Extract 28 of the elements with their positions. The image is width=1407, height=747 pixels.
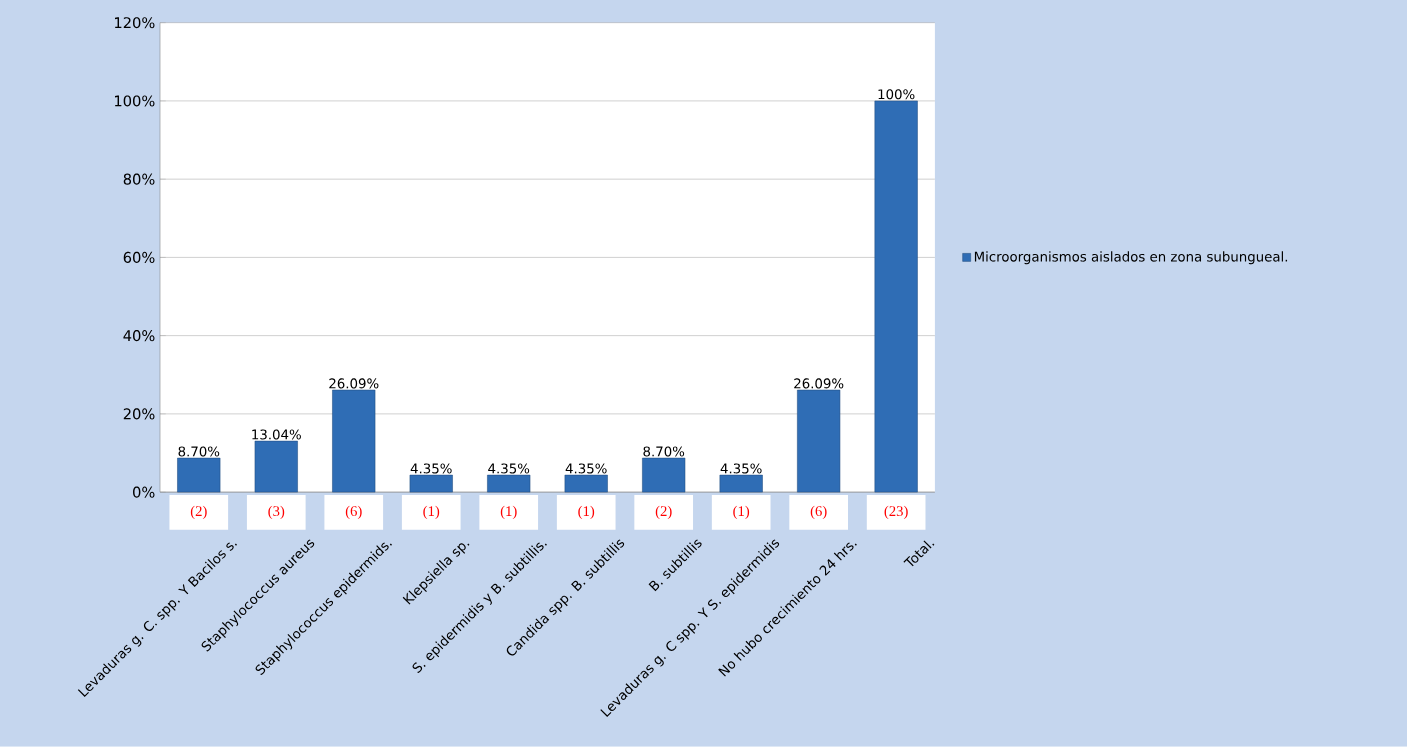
- text: (1): [423, 505, 440, 520]
- y-tick-label: 40%: [123, 330, 155, 342]
- text: (6): [810, 505, 827, 520]
- text: (2): [655, 505, 672, 520]
- data-label: 100%: [878, 89, 915, 100]
- data-label: 26.09%: [329, 378, 379, 389]
- data-label: 13.04%: [252, 429, 301, 440]
- y-tick-label: 20%: [123, 408, 155, 420]
- text: (23): [884, 505, 908, 520]
- text: (6): [345, 505, 362, 520]
- text: (3): [268, 505, 285, 520]
- data-label: 4.35%: [720, 463, 762, 474]
- text: (1): [578, 505, 595, 520]
- text: (1): [500, 505, 517, 520]
- data-label: 4.35%: [410, 463, 452, 474]
- y-tick-label: 60%: [123, 251, 155, 264]
- data-label: 4.35%: [565, 463, 607, 474]
- data-label: 8.70%: [643, 446, 685, 457]
- y-tick-label: 120%: [115, 17, 155, 29]
- data-label: 4.35%: [488, 463, 530, 474]
- text: (2): [190, 505, 207, 520]
- data-label: 26.09%: [794, 378, 844, 389]
- y-tick-label: 0%: [133, 486, 155, 498]
- text: (1): [733, 505, 750, 520]
- y-tick-label: 80%: [123, 173, 155, 185]
- y-tick-label: 100%: [115, 95, 155, 107]
- legend-label: Microorganismos aislados en zona subungueal.: [974, 251, 1288, 265]
- data-label: 8.70%: [178, 446, 220, 457]
